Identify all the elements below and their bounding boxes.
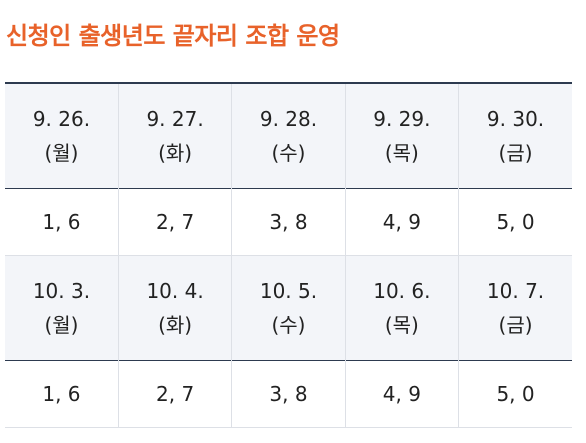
weekday: (수) (271, 313, 306, 337)
date: 10. 5. (259, 279, 318, 303)
date: 10. 7. (486, 279, 545, 303)
date-cell: 9. 26. (월) (5, 83, 119, 189)
digits-cell: 2, 7 (117, 360, 233, 428)
value-row: 1, 6 2, 7 3, 8 4, 9 5, 0 (5, 360, 572, 428)
date-cell: 10. 4. (화) (117, 255, 233, 361)
digits-cell: 3, 8 (231, 188, 346, 256)
weekday: (목) (384, 141, 419, 165)
digits-cell: 4, 9 (344, 360, 460, 428)
date-cell: 9. 30. (금) (458, 83, 572, 189)
weekday: (금) (498, 141, 533, 165)
digits-cell: 2, 7 (117, 188, 233, 256)
date: 9. 30. (486, 107, 545, 131)
weekday: (금) (498, 313, 533, 337)
title: 신청인 출생년도 끝자리 조합 운영 (6, 22, 340, 50)
weekday: (목) (384, 313, 419, 337)
value-row: 1, 6 2, 7 3, 8 4, 9 5, 0 (5, 188, 572, 256)
digits-cell: 4, 9 (344, 188, 460, 256)
date-row: 9. 26. (월) 9. 27. (화) 9. 28. (수) 9. 29. (목) 9. 3… (5, 83, 572, 189)
weekday: (수) (271, 141, 306, 165)
date-cell: 10. 3. (월) (5, 255, 119, 361)
weekday: (화) (158, 141, 193, 165)
date: 9. 27. (146, 107, 204, 131)
date-cell: 10. 7. (금) (458, 255, 572, 361)
digits-cell: 1, 6 (5, 188, 119, 256)
weekday: (월) (44, 313, 79, 337)
digits-cell: 5, 0 (458, 188, 572, 256)
date: 9. 28. (259, 107, 318, 131)
date: 9. 29. (373, 107, 431, 131)
digits-cell: 3, 8 (231, 360, 346, 428)
weekday: (화) (158, 313, 193, 337)
date-cell: 9. 27. (화) (117, 83, 233, 189)
date: 9. 26. (32, 107, 91, 131)
digits-cell: 5, 0 (458, 360, 572, 428)
weekday: (월) (44, 141, 79, 165)
date-cell: 10. 5. (수) (231, 255, 346, 361)
date-cell: 10. 6. (목) (344, 255, 460, 361)
date-cell: 9. 28. (수) (231, 83, 346, 189)
date-cell: 9. 29. (목) (344, 83, 460, 189)
date-row: 10. 3. (월) 10. 4. (화) 10. 5. (수) 10. 6. (목) 10. … (5, 255, 572, 361)
date: 10. 4. (146, 279, 204, 303)
date: 10. 6. (373, 279, 431, 303)
schedule-table: 9. 26. (월) 9. 27. (화) 9. 28. (수) 9. 29. (목) 9. 3… (5, 82, 572, 428)
date: 10. 3. (32, 279, 91, 303)
digits-cell: 1, 6 (5, 360, 119, 428)
